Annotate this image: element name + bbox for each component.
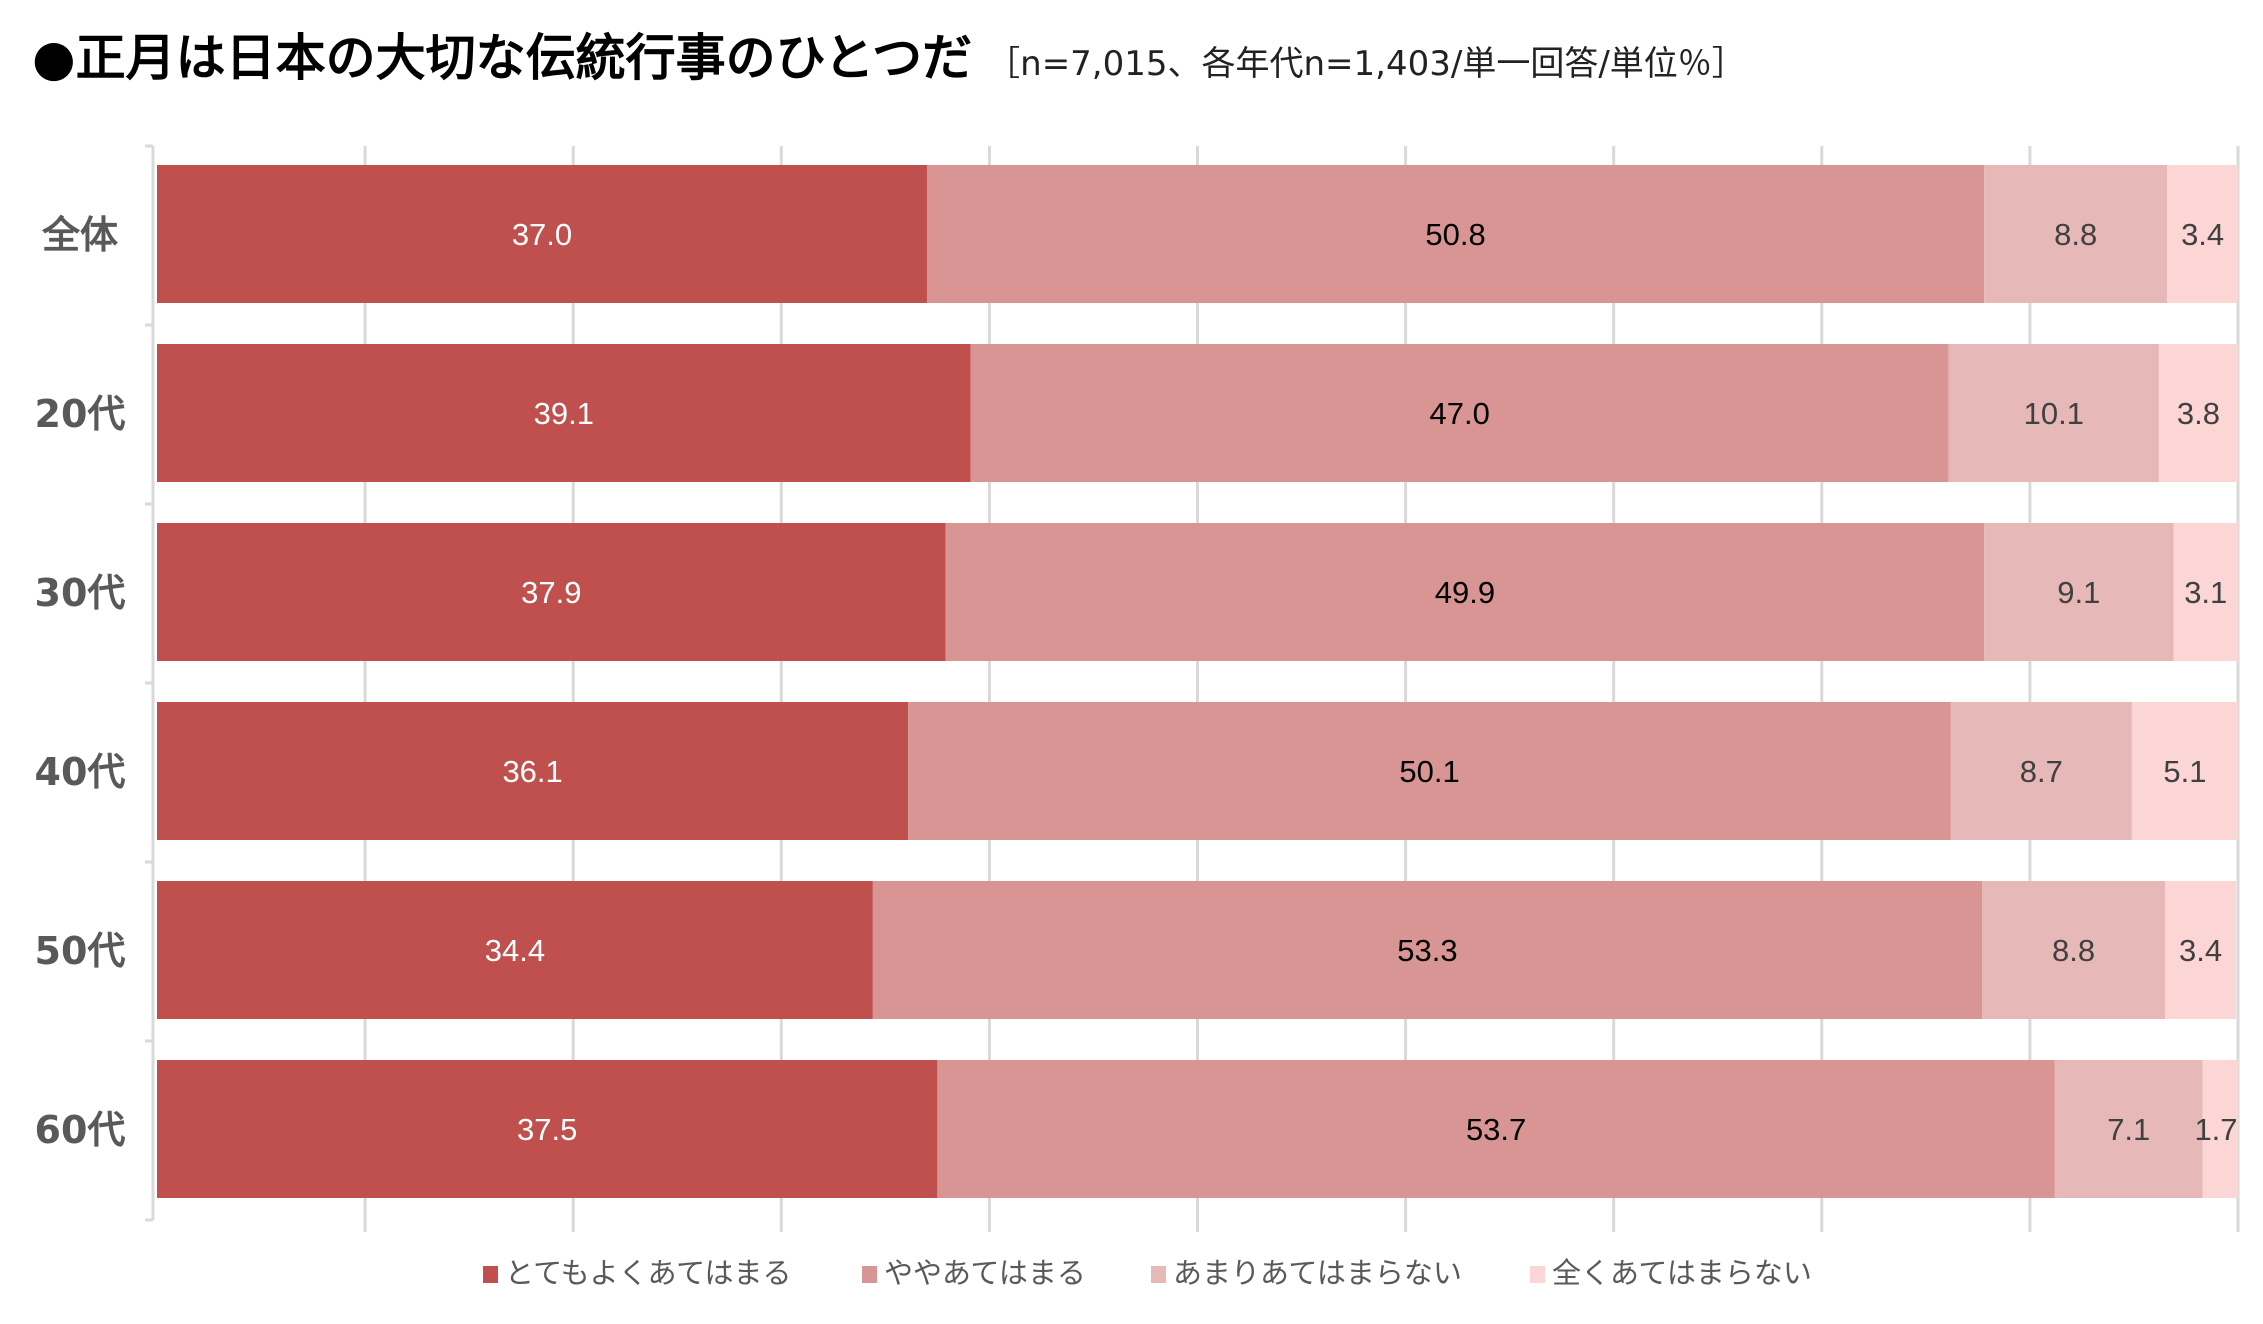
legend-swatch (483, 1266, 498, 1283)
data-label: 9.1 (2057, 575, 2100, 610)
data-label: 3.1 (2184, 575, 2227, 610)
bar-segment (926, 165, 1985, 303)
data-label: 53.7 (1466, 1112, 1526, 1147)
legend-label: とてもよくあてはまる (505, 1256, 792, 1290)
bar-segment (872, 881, 1983, 1019)
data-label: 37.5 (517, 1112, 577, 1147)
bar-segment (2165, 881, 2236, 1019)
bar-segment (157, 881, 873, 1019)
bar-segment (1948, 344, 2159, 482)
data-label: 53.3 (1397, 933, 1457, 968)
data-label: 7.1 (2107, 1112, 2150, 1147)
bar-segment (937, 1060, 2055, 1198)
bar-segment (1982, 881, 2166, 1019)
data-label: 37.9 (521, 575, 581, 610)
data-label: 8.8 (2052, 933, 2095, 968)
bar-segment (157, 523, 946, 661)
bar-segment (945, 523, 1985, 661)
chart-title: ●正月は日本の大切な伝統行事のひとつだ (32, 29, 973, 87)
category-label: 20代 (35, 392, 126, 436)
bar-segment (970, 344, 1949, 482)
bar-segment (2054, 1060, 2203, 1198)
legend-swatch (1530, 1266, 1545, 1283)
bar-segment (1984, 523, 2174, 661)
chart-subtitle: ［n=7,015、各年代n=1,403/単一回答/単位％］ (986, 44, 1746, 84)
legend-label: あまりあてはまらない (1173, 1256, 1462, 1290)
bar-segment (2167, 165, 2238, 303)
data-label: 5.1 (2163, 754, 2206, 789)
category-label: 50代 (35, 929, 126, 973)
legend-swatch (1151, 1266, 1166, 1283)
bar-segment (157, 344, 971, 482)
data-label: 34.4 (485, 933, 545, 968)
data-label: 3.4 (2181, 217, 2224, 252)
data-label: 1.7 (2194, 1112, 2237, 1147)
legend-swatch (862, 1266, 877, 1283)
data-label: 8.7 (2020, 754, 2063, 789)
category-label: 30代 (35, 571, 126, 615)
data-label: 36.1 (502, 754, 562, 789)
bar-segment (908, 702, 1951, 840)
data-label: 50.8 (1425, 217, 1485, 252)
category-label: 60代 (35, 1108, 126, 1152)
data-label: 8.8 (2054, 217, 2097, 252)
bar-segment (2173, 523, 2238, 661)
bar-segment (157, 1060, 938, 1198)
bar-segment (157, 165, 927, 303)
legend-label: 全くあてはまらない (1552, 1256, 1812, 1290)
data-label: 10.1 (2024, 396, 2084, 431)
data-label: 37.0 (512, 217, 572, 252)
bar-segment (1950, 702, 2132, 840)
data-label: 49.9 (1435, 575, 1495, 610)
data-label: 47.0 (1430, 396, 1490, 431)
legend-label: ややあてはまる (884, 1256, 1086, 1290)
bar-segment (2158, 344, 2238, 482)
bar-segment (157, 702, 909, 840)
bar-segment (2131, 702, 2238, 840)
category-label: 全体 (41, 213, 118, 257)
data-label: 39.1 (534, 396, 594, 431)
chart-title-block: ●正月は日本の大切な伝統行事のひとつだ ［n=7,015、各年代n=1,403/単… (32, 18, 1746, 90)
data-label: 3.8 (2177, 396, 2220, 431)
data-label: 3.4 (2179, 933, 2222, 968)
category-label: 40代 (35, 750, 126, 794)
bar-segment (2202, 1060, 2238, 1198)
bar-segment (1984, 165, 2168, 303)
data-label: 50.1 (1399, 754, 1459, 789)
